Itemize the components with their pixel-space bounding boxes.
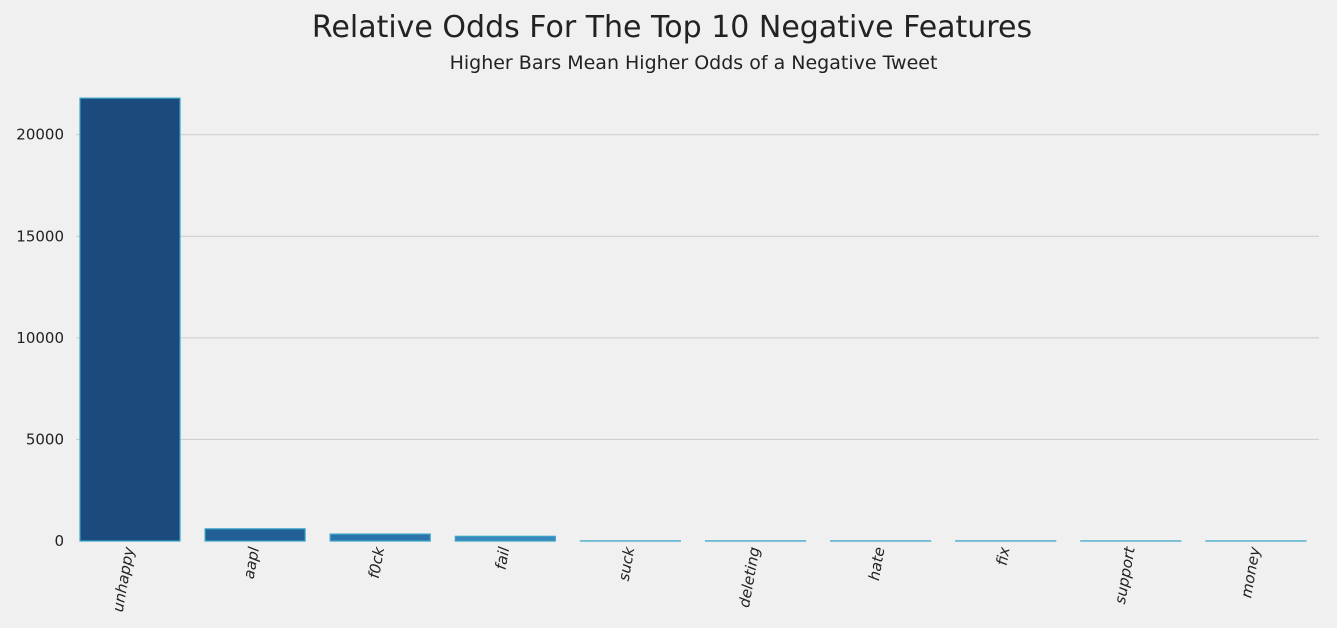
chart-title: Relative Odds For The Top 10 Negative Fe…: [311, 10, 1033, 45]
bar-f0ck: [329, 533, 431, 542]
x-tick-label: support: [1111, 544, 1139, 605]
bar-aapl: [204, 528, 306, 542]
x-tick-label: f0ck: [365, 544, 388, 580]
x-tick-label: suck: [615, 544, 639, 582]
x-tick-label: fix: [993, 545, 1014, 567]
bar-fail: [454, 535, 556, 542]
x-tick-label: hate: [865, 546, 889, 582]
x-tick-label: unhappy: [109, 544, 138, 613]
x-tick-label: money: [1237, 544, 1264, 599]
y-tick-label: 0: [54, 532, 64, 550]
x-tick-label: deleting: [735, 546, 763, 609]
bar-unhappy: [79, 97, 181, 542]
y-tick-label: 20000: [16, 126, 64, 144]
y-tick-label: 5000: [26, 430, 64, 448]
x-tick-label: aapl: [240, 545, 263, 581]
y-tick-label: 10000: [16, 329, 64, 347]
x-tick-label: fail: [492, 545, 514, 571]
y-tick-label: 15000: [16, 227, 64, 245]
chart-subtitle: Higher Bars Mean Higher Odds of a Negati…: [449, 52, 938, 74]
